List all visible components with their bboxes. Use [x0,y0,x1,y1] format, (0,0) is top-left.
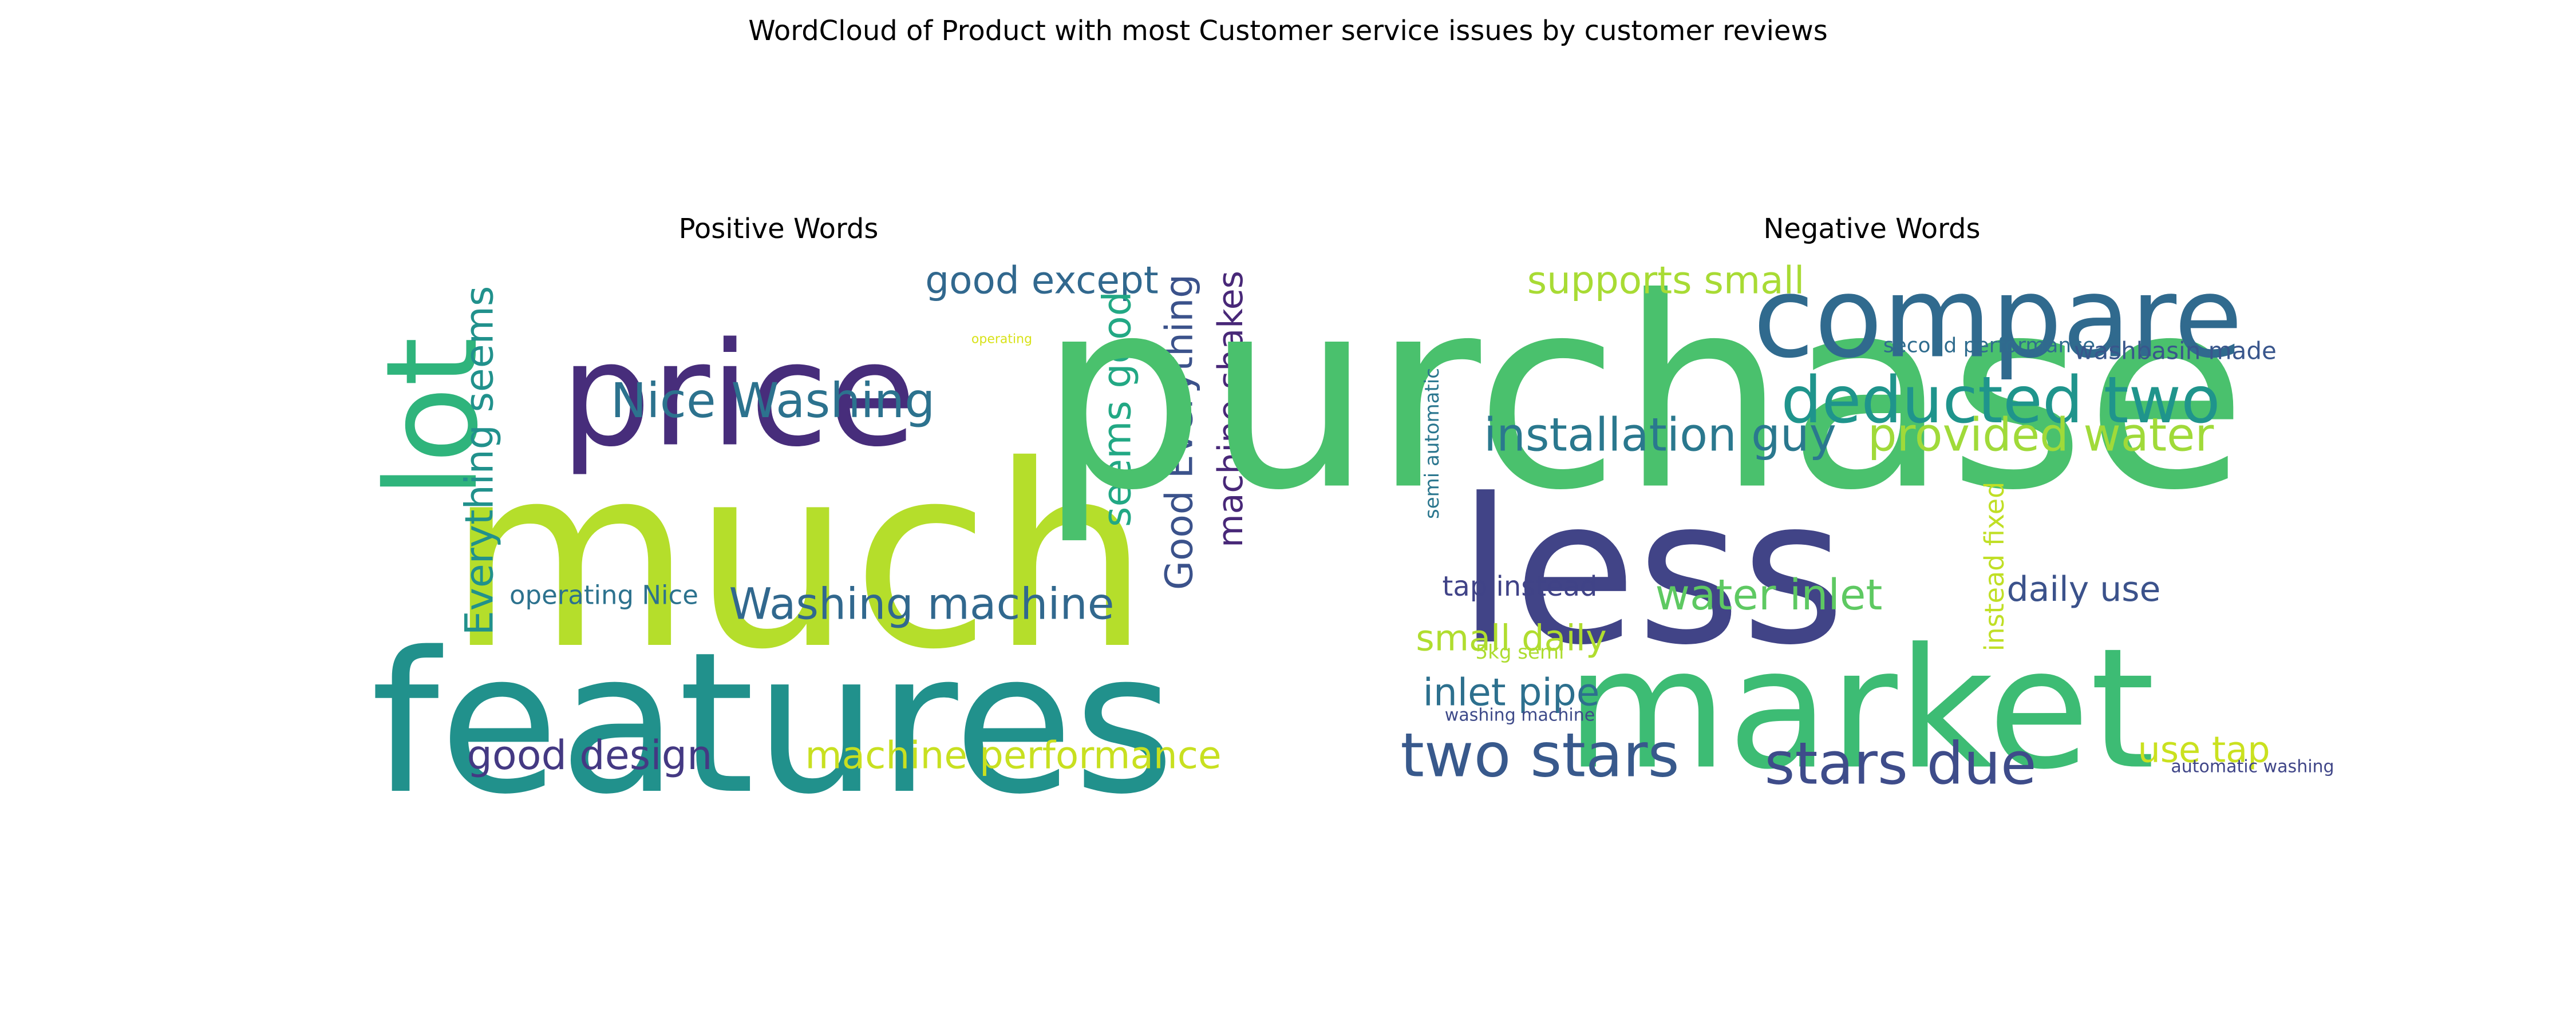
word-water-inlet: water inlet [1656,571,1883,620]
negative-words-title: Negative Words [1763,213,1980,245]
word-seems-good: seems good [1095,291,1140,527]
word-automatic-washing: automatic washing [2171,757,2334,777]
word-price: price [560,312,916,478]
word-semi-automatic: semi automatic [1421,368,1444,519]
word-much: much [447,411,1150,704]
positive-words-title: Positive Words [679,213,879,245]
word-machine-shakes: machine shakes [1211,271,1251,548]
word-less: less [1457,455,1845,689]
word-nice-washing: Nice Washing [611,373,935,429]
word-compare: compare [1753,253,2243,383]
word-features: features [371,611,1175,837]
word-installation-guy: installation guy [1484,409,1836,462]
word-deducted-two: deducted two [1781,363,2220,438]
word-good-except: good except [925,259,1159,303]
word-operating: operating [971,332,1032,347]
word-tap-instead: tap instead [1443,571,1598,603]
word-washing-machine: washing machine [1445,706,1595,726]
word-instead-fixed: instead fixed [1979,482,2010,652]
figure-title: WordCloud of Product with most Customer … [748,15,1827,47]
word-washbasin-made: washbasin made [2074,337,2277,365]
word-machine-performance: machine performance [805,734,1221,778]
word-market: market [1566,613,2155,806]
word-everything-seems: Everything seems [457,286,503,636]
word-two-stars: two stars [1400,720,1679,791]
word-good-design: good design [467,732,713,779]
word-provided-water: provided water [1868,409,2214,462]
word-purchase: purchase [1038,242,2247,548]
word-second-performance: second performance [1883,334,2095,358]
word-inlet-pipe: inlet pipe [1423,671,1600,715]
word-supports-small: supports small [1527,259,1805,303]
word-washing-machine: Washing machine [729,579,1115,629]
word-daily-use: daily use [2007,569,2161,609]
word-small-daily: small daily [1416,617,1606,659]
word-stars-due: stars due [1764,730,2036,798]
word-operating-nice: operating Nice [509,580,698,611]
word-use-tap: use tap [2138,729,2270,771]
word-lot: lot [359,337,505,498]
word-5kg-semi: 5kg semi [1476,641,1564,664]
word-good-everything: Good Everything [1157,274,1202,590]
